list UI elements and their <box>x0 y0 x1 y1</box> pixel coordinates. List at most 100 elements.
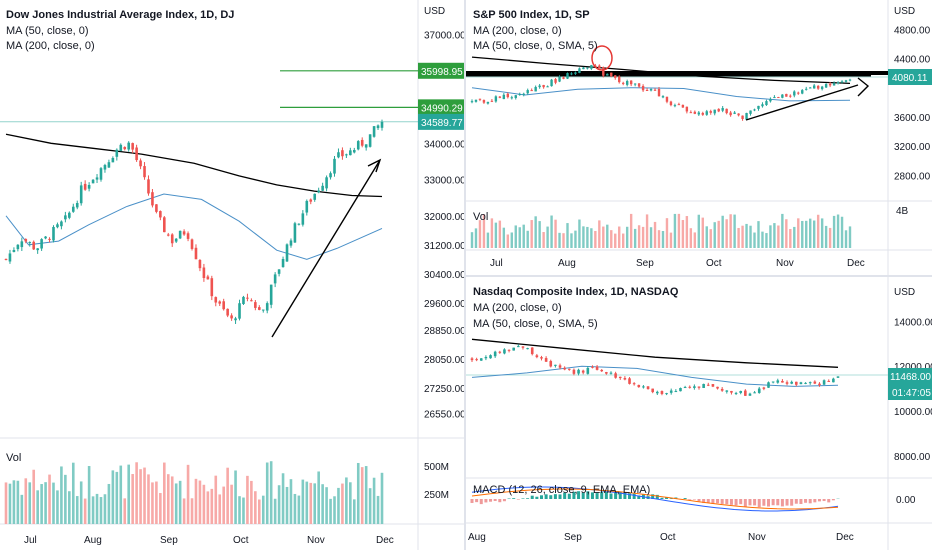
ndx-candle-body <box>642 386 645 388</box>
spx-candle-body <box>761 104 764 107</box>
ndx-macd-bar <box>516 499 520 500</box>
spx-volume-bar <box>633 228 637 248</box>
spx-volume-bar <box>832 215 836 248</box>
ndx-chart-panel[interactable]: Nasdaq Composite Index, 1D, NASDAQ MA (2… <box>466 277 932 550</box>
spx-candle-body <box>602 67 605 76</box>
ndx-candle-body <box>554 364 557 366</box>
dji-candle-body <box>4 258 8 260</box>
ndx-macd-bar <box>493 499 497 502</box>
spx-time-axis[interactable]: Jul Aug Sep Oct Nov Dec <box>490 258 865 269</box>
ndx-candle-body <box>507 349 511 351</box>
dji-month-jul: Jul <box>24 535 37 546</box>
dji-price-axis[interactable]: 37000.00 34000.00 33000.00 32000.00 31200.00… <box>424 31 464 421</box>
spx-candle-body <box>801 90 804 94</box>
spx-candle-body <box>554 79 557 83</box>
spx-candle-body <box>645 90 649 92</box>
spx-volume-bar <box>781 213 784 248</box>
ndx-candle-body <box>804 382 807 384</box>
dji-candle-body <box>24 239 28 242</box>
ndx-macd-bar <box>711 499 715 504</box>
dji-chart-panel[interactable]: 35998.95 34990.29 34589.77 Dow Jones Indus… <box>0 0 464 550</box>
spx-candle-body <box>562 77 565 79</box>
spx-volume-bar <box>785 219 788 248</box>
spx-candle-body <box>805 88 808 90</box>
dji-candle-body <box>40 239 43 249</box>
ndx-macd-bar <box>526 498 530 499</box>
spx-candle-body <box>685 106 689 112</box>
spx-price-axis[interactable]: 4800.00 4400.00 3600.00 3200.00 2800.00 <box>894 25 931 182</box>
spx-volume-bar <box>625 226 629 248</box>
dji-candle-body <box>178 230 182 239</box>
spx-candle-body <box>582 67 585 70</box>
ndx-price-axis[interactable]: 14000.00 12000.00 10000.00 8000.00 <box>894 317 932 462</box>
ndx-time-axis[interactable]: Aug Sep Oct Nov Dec <box>468 532 854 543</box>
dji-candle-body <box>321 185 324 191</box>
ndx-macd-bar <box>776 499 780 506</box>
dji-time-axis[interactable]: Jul Aug Sep Oct Nov Dec <box>24 535 394 546</box>
ndx-candle-body <box>822 380 826 385</box>
dji-volume-bar <box>269 461 273 524</box>
dji-volume-bar <box>119 465 123 524</box>
panel-divider-vertical[interactable] <box>464 0 466 550</box>
ndx-candle-body <box>693 386 696 388</box>
panel-divider-horizontal[interactable] <box>466 275 932 277</box>
dji-volume-bar <box>75 496 79 524</box>
ndx-candle-body <box>776 380 780 383</box>
ndx-candles <box>470 344 840 396</box>
dji-candle-body <box>79 185 83 204</box>
ndx-candle-body <box>489 355 492 359</box>
spx-highlight-circle[interactable] <box>591 45 613 71</box>
dji-volume-bar <box>83 498 87 524</box>
dji-trend-arrow-head <box>367 158 382 173</box>
dji-candle-body <box>194 247 198 260</box>
dji-volume-bar <box>123 498 127 524</box>
dji-trend-arrow-line[interactable] <box>271 159 381 338</box>
dji-horizontal-levels[interactable]: 35998.95 34990.29 34589.77 <box>0 62 464 130</box>
ndx-candle-body <box>563 367 566 370</box>
spx-candle-body <box>773 97 776 99</box>
ndx-candle-body <box>503 349 506 354</box>
dji-volume-bar <box>28 482 32 524</box>
ndx-macd-bar <box>479 499 483 505</box>
spx-volume-bar <box>602 226 605 248</box>
ndx-macd-bar <box>817 499 821 502</box>
spx-volume-bar <box>546 226 549 248</box>
dji-candle-body <box>166 234 170 236</box>
dji-volume-bar <box>12 480 16 524</box>
dji-vol-tick-250m: 250M <box>424 490 449 501</box>
ndx-candle-body <box>512 347 515 351</box>
spx-candle-body <box>789 95 792 97</box>
spx-volume-bar <box>629 213 633 248</box>
spx-volume-bar <box>733 214 736 248</box>
spx-candle-body <box>665 96 669 102</box>
spx-volume-bar <box>797 218 800 248</box>
ndx-macd-bar <box>743 499 747 507</box>
dji-volume-bar <box>317 471 320 524</box>
dji-candle-body <box>151 192 154 206</box>
ndx-candle-body <box>744 390 747 396</box>
spx-chart-panel[interactable]: S&P 500 Index, 1D, SP MA (200, close, 0)… <box>466 0 932 275</box>
spx-candle-body <box>490 100 494 102</box>
spx-candle-body <box>502 94 506 100</box>
ndx-ma50-path <box>471 365 839 387</box>
spx-volume-bar <box>820 218 824 248</box>
spx-volume-bar <box>669 232 673 248</box>
dji-price-tick: 34000.00 <box>424 139 464 150</box>
ndx-macd-bar <box>822 499 826 502</box>
dji-candle-body <box>265 303 269 311</box>
spx-volume-bar <box>566 223 569 248</box>
dji-candle-body <box>44 236 47 239</box>
ndx-candle-body <box>572 369 576 374</box>
dji-volume-bar <box>194 478 198 524</box>
spx-volume-bar <box>848 226 852 248</box>
ndx-macd-bar <box>725 499 729 505</box>
ndx-candle-body <box>762 387 766 389</box>
dji-level-badge <box>418 99 464 116</box>
dji-volume-bar <box>297 495 301 524</box>
ndx-macd-bar <box>590 492 594 499</box>
spx-volume-bar <box>510 232 513 248</box>
dji-currency-label: USD <box>424 6 445 17</box>
spx-candle-body <box>677 104 681 106</box>
dji-candle-body <box>313 193 317 200</box>
spx-support-trendline[interactable] <box>745 84 859 121</box>
